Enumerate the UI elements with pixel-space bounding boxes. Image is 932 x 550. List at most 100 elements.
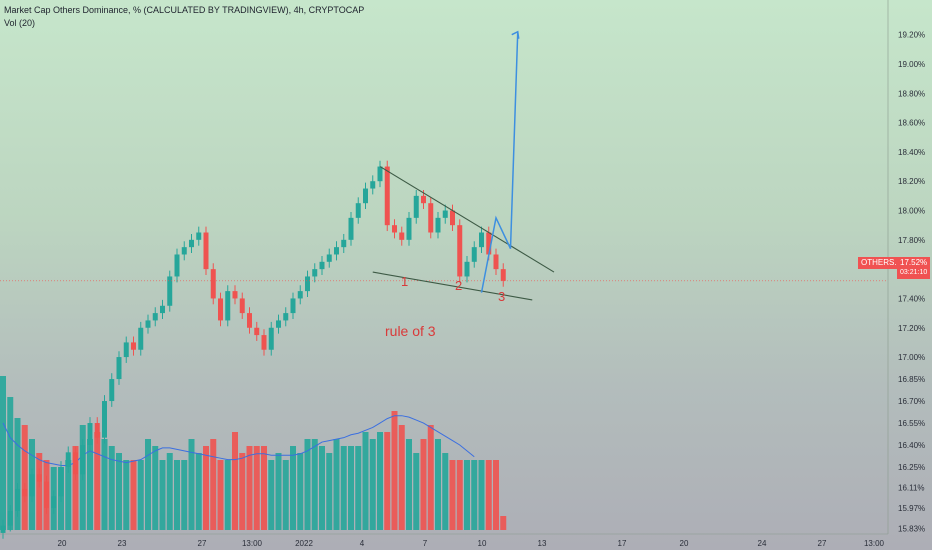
candle-body xyxy=(15,488,20,511)
candle-body xyxy=(341,239,347,248)
candle-body xyxy=(22,488,28,497)
volume-bar xyxy=(406,439,412,530)
candle-body xyxy=(399,232,405,240)
volume-bar xyxy=(275,453,282,530)
candle-body xyxy=(167,276,173,306)
y-tick-label: 18.20% xyxy=(898,177,925,186)
volume-indicator-label[interactable]: Vol (20) xyxy=(4,18,36,28)
y-tick-label: 17.40% xyxy=(898,294,925,303)
candle-body xyxy=(138,327,144,350)
y-tick-label: 16.55% xyxy=(898,419,925,428)
volume-bar xyxy=(384,432,391,530)
candle-body xyxy=(116,357,122,380)
candle-body xyxy=(450,210,455,226)
volume-bar xyxy=(72,446,79,530)
countdown-badge: 03:21:10 xyxy=(897,267,931,279)
candle-body xyxy=(145,320,151,328)
volume-bar xyxy=(261,446,267,530)
volume-bar xyxy=(203,446,209,530)
x-tick-label: 27 xyxy=(198,539,207,548)
volume-pane xyxy=(0,376,507,530)
candle-body xyxy=(0,525,6,533)
y-tick-label: 17.20% xyxy=(898,324,925,333)
candle-body xyxy=(500,269,506,281)
volume-bar xyxy=(362,432,369,530)
candle-body xyxy=(377,166,383,182)
candle-body xyxy=(247,313,252,328)
candle-body xyxy=(312,269,318,277)
volume-bar xyxy=(435,439,441,530)
candle-body xyxy=(471,247,477,262)
symbol-badge: OTHERS.D xyxy=(858,257,906,269)
volume-bar xyxy=(319,446,325,530)
y-tick-label: 17.80% xyxy=(898,236,925,245)
volume-bar xyxy=(224,460,231,530)
x-tick-label: 7 xyxy=(423,539,428,548)
candle-body xyxy=(196,232,202,240)
volume-bar xyxy=(268,460,275,530)
y-tick-label: 18.00% xyxy=(898,207,925,216)
volume-bar xyxy=(290,446,296,530)
candle-body xyxy=(239,298,245,314)
x-tick-label: 23 xyxy=(118,539,127,548)
candle-body xyxy=(479,232,484,248)
wave-label-2: 2 xyxy=(455,278,462,293)
volume-bar xyxy=(116,453,122,530)
candle-body xyxy=(189,239,194,248)
y-tick-label: 16.11% xyxy=(898,484,925,493)
candle-body xyxy=(29,474,35,497)
x-tick-label: 20 xyxy=(58,539,67,548)
volume-bar xyxy=(174,460,180,530)
y-tick-label: 19.20% xyxy=(898,31,925,40)
volume-bar xyxy=(232,432,238,530)
candle-body xyxy=(36,474,42,482)
candle-body xyxy=(276,320,281,328)
candle-body xyxy=(87,423,93,445)
candle-body xyxy=(7,510,13,526)
volume-bar xyxy=(253,446,260,530)
candle-body xyxy=(297,291,303,299)
candle-body xyxy=(486,232,492,255)
drawings xyxy=(0,30,888,301)
volume-bar xyxy=(413,453,420,530)
candle-body xyxy=(232,291,238,299)
chart-title: Market Cap Others Dominance, % (CALCULAT… xyxy=(4,5,365,15)
y-tick-label: 18.40% xyxy=(898,148,925,157)
volume-bar xyxy=(442,453,449,530)
trendline-lower xyxy=(372,271,533,301)
candle-body xyxy=(392,225,397,233)
candle-body xyxy=(261,335,267,350)
volume-bar xyxy=(464,460,470,530)
candle-body xyxy=(428,203,434,233)
candle-body xyxy=(210,269,216,299)
volume-bar xyxy=(181,460,188,530)
volume-bar xyxy=(449,460,456,530)
candle-body xyxy=(225,291,231,321)
volume-bar xyxy=(101,439,108,530)
candle-body xyxy=(363,188,368,204)
wave-label-3: 3 xyxy=(498,289,505,304)
candle-body xyxy=(326,254,332,262)
volume-bar xyxy=(420,439,427,530)
candle-body xyxy=(435,217,441,233)
x-tick-label: 24 xyxy=(758,539,767,548)
x-tick-label: 10 xyxy=(478,539,487,548)
volume-bar xyxy=(7,397,14,530)
candle-body xyxy=(123,342,129,358)
projection-path xyxy=(480,31,519,293)
volume-bar xyxy=(427,425,434,530)
candle-body xyxy=(174,254,180,277)
volume-bar xyxy=(493,460,499,530)
volume-bar xyxy=(36,453,43,530)
candle-body xyxy=(44,481,49,509)
volume-bar xyxy=(217,460,224,530)
candle-body xyxy=(384,166,390,226)
volume-bar xyxy=(21,425,28,530)
y-tick-label: 15.83% xyxy=(898,525,925,534)
candle-body xyxy=(493,254,499,270)
volume-bar xyxy=(282,460,289,530)
last-price-badge: 17.52% xyxy=(897,257,931,269)
candle-body xyxy=(283,313,289,321)
x-tick-label: 13:00 xyxy=(864,539,885,548)
